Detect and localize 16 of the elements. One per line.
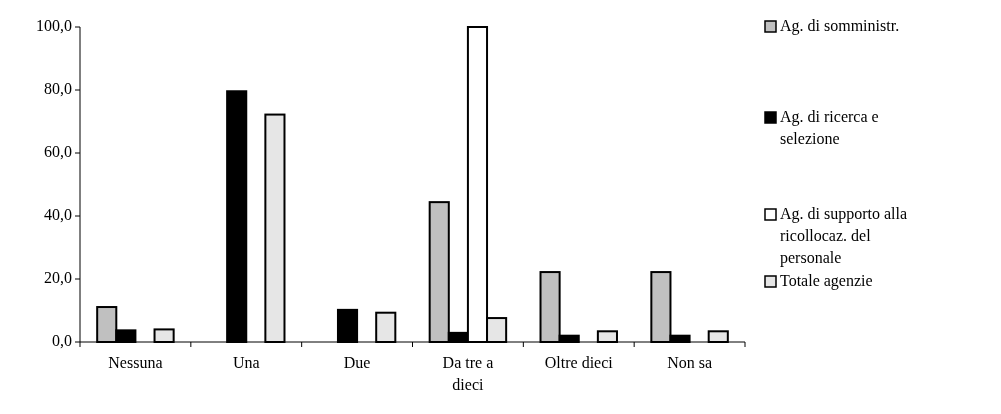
x-tick-label: Due	[343, 354, 371, 371]
legend-label: Ag. di supporto alla ricollocaz. del personale	[780, 204, 908, 267]
y-tick-label: 20,0	[44, 268, 72, 286]
legend-label: Ag. di ricerca e selezione	[780, 107, 879, 147]
x-tick-label: Nessuna	[108, 354, 163, 371]
y-tick-label: 80,0	[44, 79, 72, 97]
y-tick-label: 100,0	[36, 16, 72, 34]
y-tick-label: 0,0	[52, 331, 72, 349]
x-tick-label: Oltre dieci	[544, 354, 614, 371]
x-tick-label: Da tre a dieci	[442, 354, 494, 393]
x-tick-label: Non sa	[667, 354, 713, 371]
y-tick-label: 60,0	[44, 142, 72, 160]
x-tick-label: Una	[232, 354, 260, 371]
legend-label: Ag. di somministr.	[780, 16, 900, 35]
y-tick-label: 40,0	[44, 205, 72, 223]
legend-label: Totale agenzie	[780, 271, 873, 290]
